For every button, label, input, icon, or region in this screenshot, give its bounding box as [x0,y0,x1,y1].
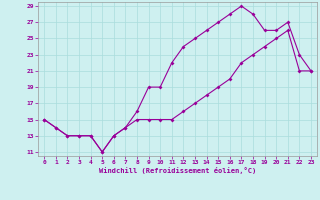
X-axis label: Windchill (Refroidissement éolien,°C): Windchill (Refroidissement éolien,°C) [99,167,256,174]
